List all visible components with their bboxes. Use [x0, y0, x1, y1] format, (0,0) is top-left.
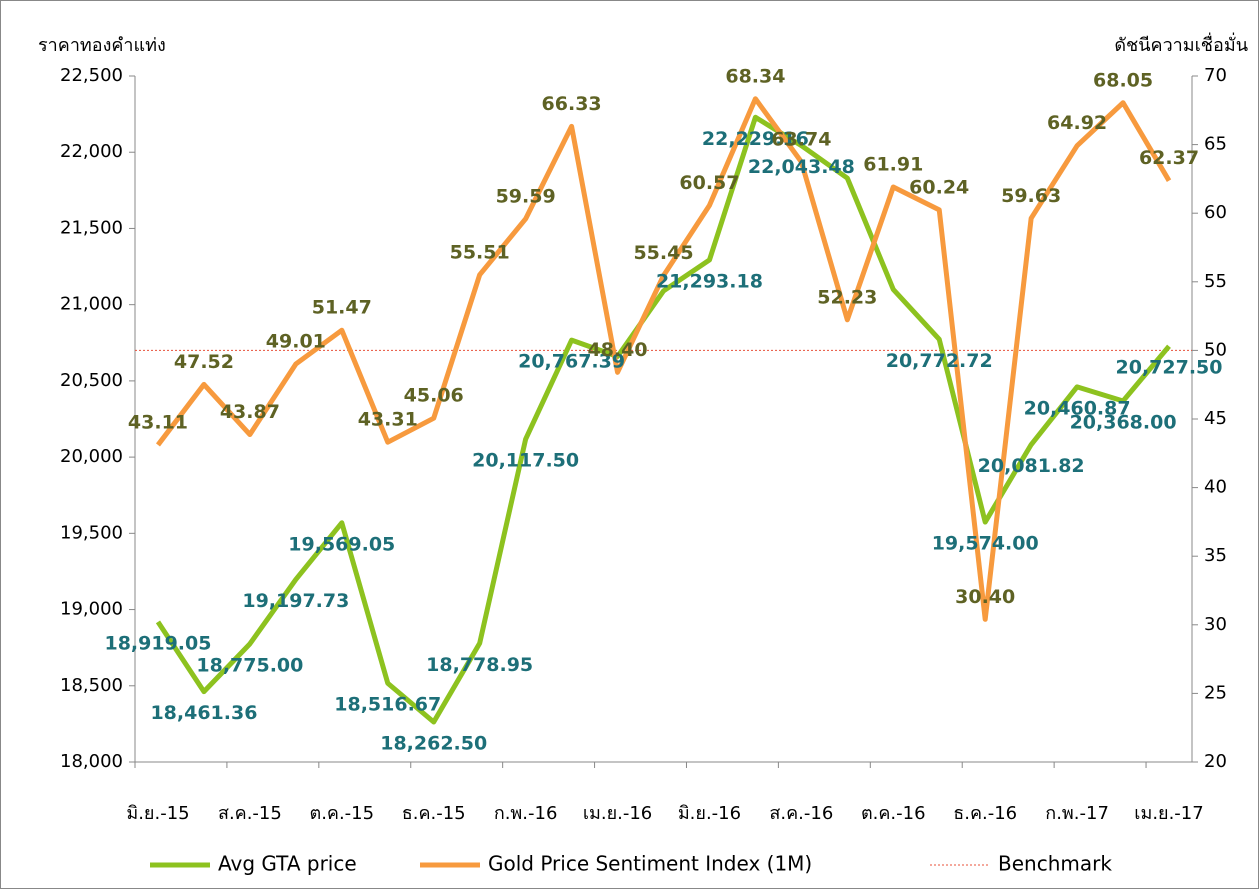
y2-tick-label: 40 [1204, 477, 1227, 498]
x-tick-label: เม.ย.-16 [583, 803, 652, 824]
series-line [155, 96, 1172, 622]
data-label: 52.23 [817, 286, 877, 308]
data-label: 43.11 [128, 411, 188, 433]
data-label: 18,516.67 [334, 694, 441, 716]
data-label: 62.37 [1139, 147, 1199, 169]
data-label: 43.87 [220, 401, 280, 423]
y2-tick-label: 60 [1204, 202, 1227, 223]
data-label: 60.24 [909, 176, 969, 198]
data-label: 18,778.95 [426, 654, 533, 676]
x-tick-label: ก.พ.-17 [1045, 803, 1109, 824]
data-label: 55.51 [450, 241, 510, 263]
data-label: 19,574.00 [932, 533, 1039, 555]
x-tick-label: ส.ค.-16 [769, 803, 833, 824]
x-tick-label: ธ.ค.-16 [953, 803, 1017, 824]
y2-tick-label: 30 [1204, 614, 1227, 635]
y2-tick-label: 45 [1204, 408, 1227, 429]
y-tick-label: 19,000 [60, 599, 123, 620]
data-label: 48.40 [587, 339, 647, 361]
data-label: 20,460.87 [1024, 397, 1131, 419]
legend-label: Avg GTA price [218, 852, 357, 876]
y-tick-label: 22,500 [60, 65, 123, 86]
y-tick-label: 18,000 [60, 751, 123, 772]
data-label: 43.31 [358, 409, 418, 431]
data-label: 20,727.50 [1116, 357, 1223, 379]
data-label: 55.45 [633, 242, 693, 264]
x-tick-label: ส.ค.-15 [218, 803, 282, 824]
y-tick-label: 20,500 [60, 370, 123, 391]
y2-tick-label: 20 [1204, 751, 1227, 772]
data-label: 30.40 [955, 586, 1015, 608]
x-tick-label: ธ.ค.-15 [402, 803, 466, 824]
y-tick-label: 22,000 [60, 141, 123, 162]
data-label: 18,775.00 [196, 654, 303, 676]
y-axis-title: ราคาทองคำแท่ง [38, 35, 166, 56]
x-tick-label: ต.ค.-16 [861, 803, 926, 824]
data-label: 22,043.48 [748, 156, 855, 178]
y2-tick-label: 65 [1204, 134, 1227, 155]
legend-label: Gold Price Sentiment Index (1M) [488, 852, 812, 876]
x-tick-label: มิ.ย.-15 [126, 803, 189, 824]
data-label: 66.33 [542, 93, 602, 115]
y2-tick-label: 50 [1204, 339, 1227, 360]
data-label: 63.74 [771, 128, 831, 150]
data-label: 51.47 [312, 297, 372, 319]
data-label: 64.92 [1047, 112, 1107, 134]
y-tick-label: 21,000 [60, 294, 123, 315]
data-label: 45.06 [404, 385, 464, 407]
data-label: 19,197.73 [242, 590, 349, 612]
data-label: 60.57 [679, 172, 739, 194]
data-label: 61.91 [863, 153, 923, 175]
data-label: 18,461.36 [150, 702, 257, 724]
data-label: 19,569.05 [288, 533, 395, 555]
x-tick-label: มิ.ย.-16 [678, 803, 741, 824]
data-label: 59.59 [496, 185, 556, 207]
data-label: 20,117.50 [472, 450, 579, 472]
x-tick-label: เม.ย.-17 [1134, 803, 1203, 824]
data-label: 20,081.82 [978, 455, 1085, 477]
data-label: 20,772.72 [886, 350, 993, 372]
y2-tick-label: 25 [1204, 682, 1227, 703]
data-label: 22,229.16 [702, 128, 809, 150]
data-label: 59.63 [1001, 185, 1061, 207]
y-tick-label: 21,500 [60, 217, 123, 238]
y2-axis-title: ดัชนีความเชื่อมั่น [1114, 32, 1248, 56]
data-label: 18,919.05 [104, 632, 211, 654]
y-tick-label: 19,500 [60, 522, 123, 543]
data-label: 68.05 [1093, 69, 1153, 91]
y2-tick-label: 55 [1204, 271, 1227, 292]
legend-label: Benchmark [998, 852, 1112, 876]
data-label: 21,293.18 [656, 270, 763, 292]
data-label: 20,368.00 [1070, 412, 1177, 434]
data-label: 20,767.39 [518, 351, 625, 373]
data-label: 18,262.50 [380, 732, 487, 754]
data-label: 68.34 [725, 65, 785, 87]
y2-tick-label: 70 [1204, 65, 1227, 86]
y-tick-label: 18,500 [60, 675, 123, 696]
data-label: 47.52 [174, 351, 234, 373]
y2-tick-label: 35 [1204, 545, 1227, 566]
data-label: 49.01 [266, 330, 326, 352]
x-tick-label: ต.ค.-15 [310, 803, 375, 824]
x-tick-label: ก.พ.-16 [494, 803, 558, 824]
y-tick-label: 20,000 [60, 446, 123, 467]
